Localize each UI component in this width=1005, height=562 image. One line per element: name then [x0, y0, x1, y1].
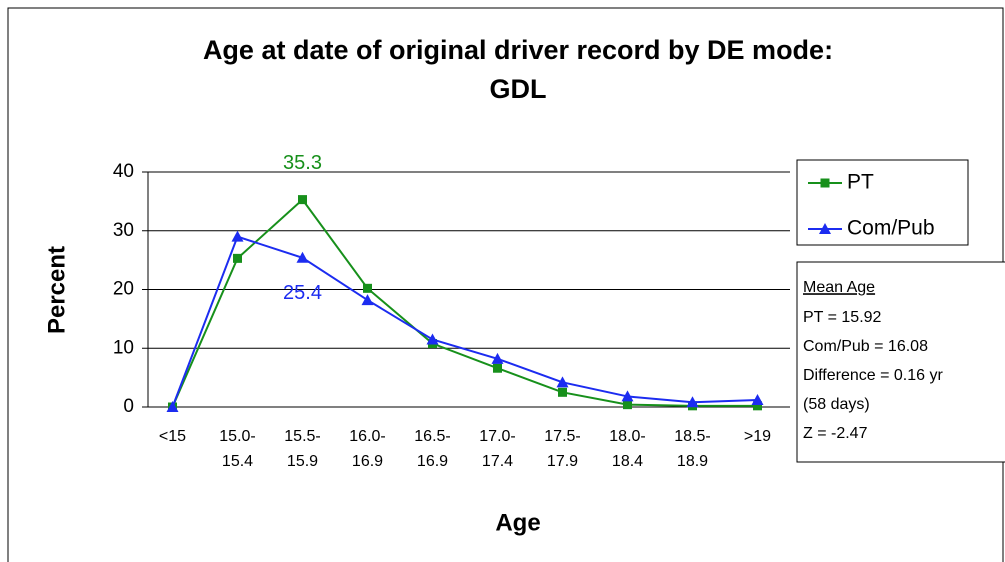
legend-marker [819, 223, 831, 234]
y-tick-label: 20 [113, 279, 134, 300]
point [623, 400, 632, 410]
point [233, 253, 242, 263]
stats-line: Com/Pub = 16.08 [803, 338, 928, 355]
x-tick-label: 18.4 [612, 453, 643, 470]
x-tick-label: 15.5- [284, 428, 320, 445]
x-tick-label: <15 [159, 428, 186, 445]
legend-label: Com/Pub [847, 217, 935, 240]
x-tick-label: 18.9 [677, 453, 708, 470]
x-axis-label: Age [495, 509, 540, 536]
point [558, 387, 567, 397]
chart-title: GDL [490, 74, 547, 104]
y-axis-label: Percent [43, 246, 70, 334]
point [556, 376, 569, 388]
series-line [171, 235, 758, 408]
x-tick-label: 17.0- [479, 428, 515, 445]
y-tick-label: 10 [113, 337, 134, 358]
x-tick-label: 17.9 [547, 453, 578, 470]
data-label: 35.3 [283, 152, 322, 174]
x-tick-label: 15.9 [287, 453, 318, 470]
x-tick-label: 17.5- [544, 428, 580, 445]
y-tick-label: 0 [123, 396, 134, 417]
point [621, 390, 634, 402]
stats-line: Z = -2.47 [803, 425, 868, 442]
legend-label: PT [847, 171, 874, 194]
stats-line: (58 days) [803, 396, 870, 413]
x-tick-label: 16.9 [417, 453, 448, 470]
stats-box [796, 261, 1005, 463]
x-tick-label: 15.0- [219, 428, 255, 445]
stats-line: PT = 15.92 [803, 309, 882, 326]
point [231, 230, 244, 242]
point [361, 294, 374, 306]
y-tick-label: 30 [113, 220, 134, 241]
x-tick-label: 16.5- [414, 428, 450, 445]
point [363, 283, 372, 293]
x-tick-label: 15.4 [222, 453, 253, 470]
x-tick-label: 16.0- [349, 428, 385, 445]
point [491, 352, 504, 364]
point [166, 401, 179, 412]
stats-line: Difference = 0.16 yr [803, 367, 943, 384]
data-label: 25.4 [283, 282, 322, 304]
point [426, 333, 439, 345]
x-tick-label: 18.0- [609, 428, 645, 445]
x-tick-label: 16.9 [352, 453, 383, 470]
point [751, 393, 764, 405]
y-tick-label: 40 [113, 161, 134, 182]
point [493, 363, 502, 373]
chart-title: Age at date of original driver record by… [203, 35, 833, 65]
x-tick-label: 18.5- [674, 428, 710, 445]
point [686, 396, 699, 408]
point [296, 251, 309, 263]
point [298, 195, 307, 205]
x-tick-label: 17.4 [482, 453, 513, 470]
legend-marker [820, 178, 830, 188]
stats-title: Mean Age [803, 279, 875, 296]
x-tick-label: >19 [744, 428, 771, 445]
point [753, 401, 762, 411]
series-line [171, 198, 758, 408]
